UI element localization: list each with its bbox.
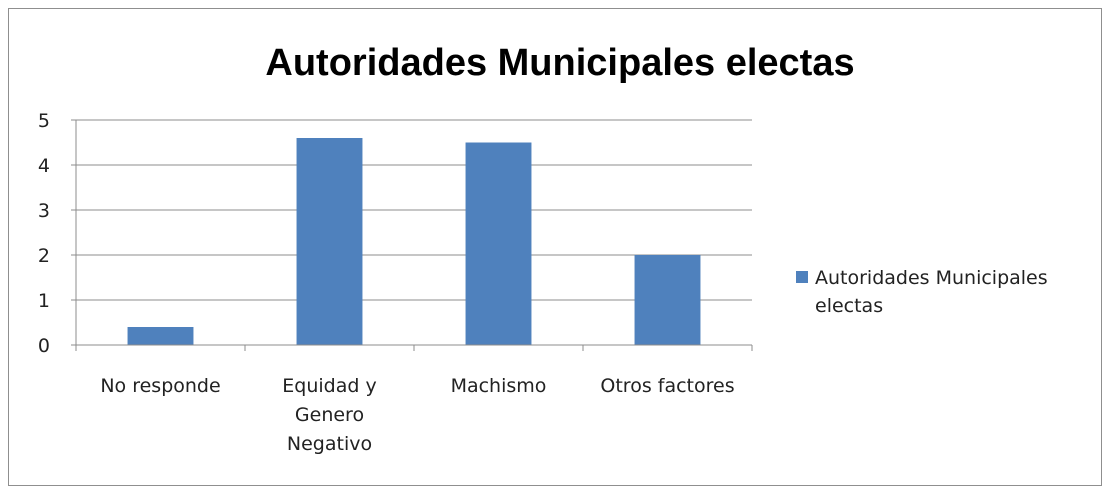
x-category-label: No responde bbox=[100, 375, 220, 397]
bar bbox=[296, 138, 363, 345]
bars bbox=[127, 138, 701, 345]
chart-frame bbox=[8, 8, 1102, 486]
bar bbox=[127, 327, 194, 345]
chart-title: Autoridades Municipales electas bbox=[265, 42, 854, 84]
axes bbox=[71, 119, 753, 351]
x-category-label-line: Machismo bbox=[451, 375, 547, 397]
legend: Autoridades Municipales electas bbox=[796, 267, 1048, 317]
x-category-labels: No responde Equidad y Genero Negativo Machis… bbox=[100, 375, 734, 455]
y-tick-labels: 0 1 2 3 4 5 bbox=[38, 110, 50, 357]
bar bbox=[465, 142, 532, 345]
x-category-label-line: Genero bbox=[295, 404, 364, 426]
legend-label-line: Autoridades Municipales bbox=[815, 267, 1048, 289]
legend-swatch bbox=[796, 271, 808, 283]
bar bbox=[634, 255, 701, 345]
x-category-label: Equidad y Genero Negativo bbox=[282, 375, 376, 455]
x-category-label-line: Equidad y bbox=[282, 375, 376, 397]
x-category-label-line: No responde bbox=[100, 375, 220, 397]
y-tick-label: 3 bbox=[38, 200, 50, 222]
y-tick-label: 2 bbox=[38, 245, 50, 267]
legend-label-line: electas bbox=[815, 295, 883, 317]
y-tick-label: 4 bbox=[38, 155, 50, 177]
x-category-label: Otros factores bbox=[600, 375, 734, 397]
x-category-label-line: Negativo bbox=[287, 433, 372, 455]
x-category-label: Machismo bbox=[451, 375, 547, 397]
x-category-label-line: Otros factores bbox=[600, 375, 734, 397]
legend-label: Autoridades Municipales electas bbox=[815, 267, 1048, 317]
y-tick-label: 0 bbox=[38, 335, 50, 357]
y-tick-label: 1 bbox=[38, 290, 50, 312]
y-tick-label: 5 bbox=[38, 110, 50, 132]
